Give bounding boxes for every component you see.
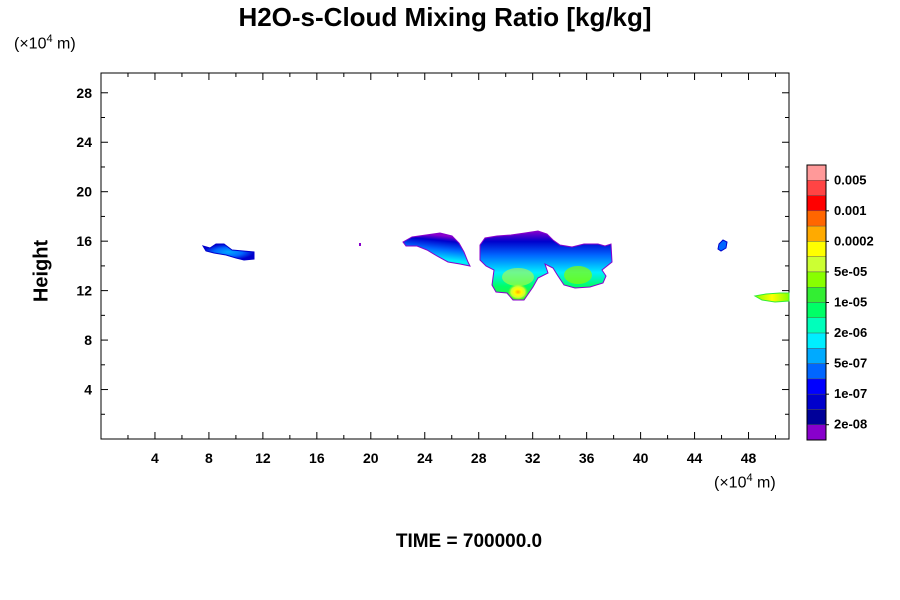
y-unit-base: (×10 <box>14 35 47 53</box>
colorbar-swatch <box>806 363 827 380</box>
x-tick-label: 44 <box>687 450 703 466</box>
colorbar-label: 0.0002 <box>834 233 874 248</box>
colorbar-swatch <box>806 393 827 410</box>
main-cloud-x28-38 <box>479 230 613 301</box>
y-tick-label: 24 <box>76 134 92 150</box>
colorbar-swatch <box>806 317 827 334</box>
x-unit-exponent: 4 <box>746 472 753 484</box>
colorbar-label: 5e-07 <box>834 356 867 371</box>
cloud-edge-x49 <box>753 292 790 303</box>
plot-frame <box>100 72 790 440</box>
colorbar-label: 1e-07 <box>834 386 867 401</box>
y-unit-exponent: 4 <box>46 33 53 45</box>
colorbar-swatch <box>806 302 827 318</box>
x-tick-label: 12 <box>255 450 271 466</box>
colorbar-swatch <box>806 241 827 257</box>
colorbar-swatch <box>806 180 827 196</box>
x-tick-label: 4 <box>151 450 159 466</box>
x-tick-label: 8 <box>205 450 213 466</box>
y-tick-label: 28 <box>76 85 92 101</box>
y-tick-labels: 4 8 12 16 20 24 28 <box>76 85 92 398</box>
axis-ticks <box>101 73 789 439</box>
y-tick-label: 20 <box>76 184 92 200</box>
x-unit-tail: m) <box>752 474 776 492</box>
x-tick-label: 32 <box>525 450 541 466</box>
colorbar-label: 0.001 <box>834 203 867 218</box>
colorbar-label: 2e-06 <box>834 325 867 340</box>
colorbar-swatch <box>806 287 827 303</box>
cloud-contours <box>201 230 790 303</box>
colorbar-label: 5e-05 <box>834 264 867 279</box>
colorbar-swatch <box>806 164 827 181</box>
y-tick-label: 4 <box>84 382 92 398</box>
colorbar-swatch <box>806 348 827 364</box>
colorbar-swatch <box>806 195 827 212</box>
colorbar-swatch <box>806 378 827 395</box>
x-tick-label: 16 <box>309 450 325 466</box>
x-unit-label: (×104 m) <box>714 472 776 492</box>
colorbar-swatch <box>806 409 827 425</box>
x-tick-label: 48 <box>741 450 757 466</box>
cloud-warm-core-center <box>502 268 534 286</box>
x-tick-label: 40 <box>633 450 649 466</box>
colorbar <box>806 164 829 441</box>
colorbar-swatch <box>806 424 827 441</box>
x-tick-label: 20 <box>363 450 379 466</box>
cloud-near-x46 <box>717 239 728 252</box>
x-tick-label: 36 <box>579 450 595 466</box>
colorbar-swatch <box>806 256 827 273</box>
colorbar-label: 0.005 <box>834 172 867 187</box>
colorbar-swatch <box>806 210 827 227</box>
cloud-dot-x19 <box>359 243 361 246</box>
y-tick-label: 16 <box>76 233 92 249</box>
x-tick-label: 24 <box>417 450 433 466</box>
main-cloud-x22-28 <box>402 232 471 267</box>
y-tick-label: 12 <box>76 283 92 299</box>
colorbar-swatch <box>806 332 827 349</box>
chart-title: H2O-s-Cloud Mixing Ratio [kg/kg] <box>238 2 652 32</box>
cloud-near-x9 <box>201 243 255 261</box>
time-label: TIME = 700000.0 <box>395 531 543 552</box>
cloud-hot-core <box>508 284 528 300</box>
x-unit-base: (×10 <box>714 474 747 492</box>
x-tick-label: 28 <box>471 450 487 466</box>
colorbar-labels: 0.005 0.001 0.0002 5e-05 1e-05 2e-06 5e-07 1e-0… <box>834 172 874 431</box>
colorbar-label: 2e-08 <box>834 417 867 432</box>
y-unit-label: (×104 m) <box>14 33 76 53</box>
cloud-warm-core <box>564 266 592 284</box>
y-unit-tail: m) <box>52 35 76 53</box>
x-tick-labels: 4 8 12 16 20 24 28 32 36 40 44 48 <box>151 450 756 466</box>
y-tick-label: 8 <box>84 332 92 348</box>
colorbar-swatch <box>806 225 827 242</box>
colorbar-label: 1e-05 <box>834 295 867 310</box>
colorbar-swatch <box>806 271 827 288</box>
